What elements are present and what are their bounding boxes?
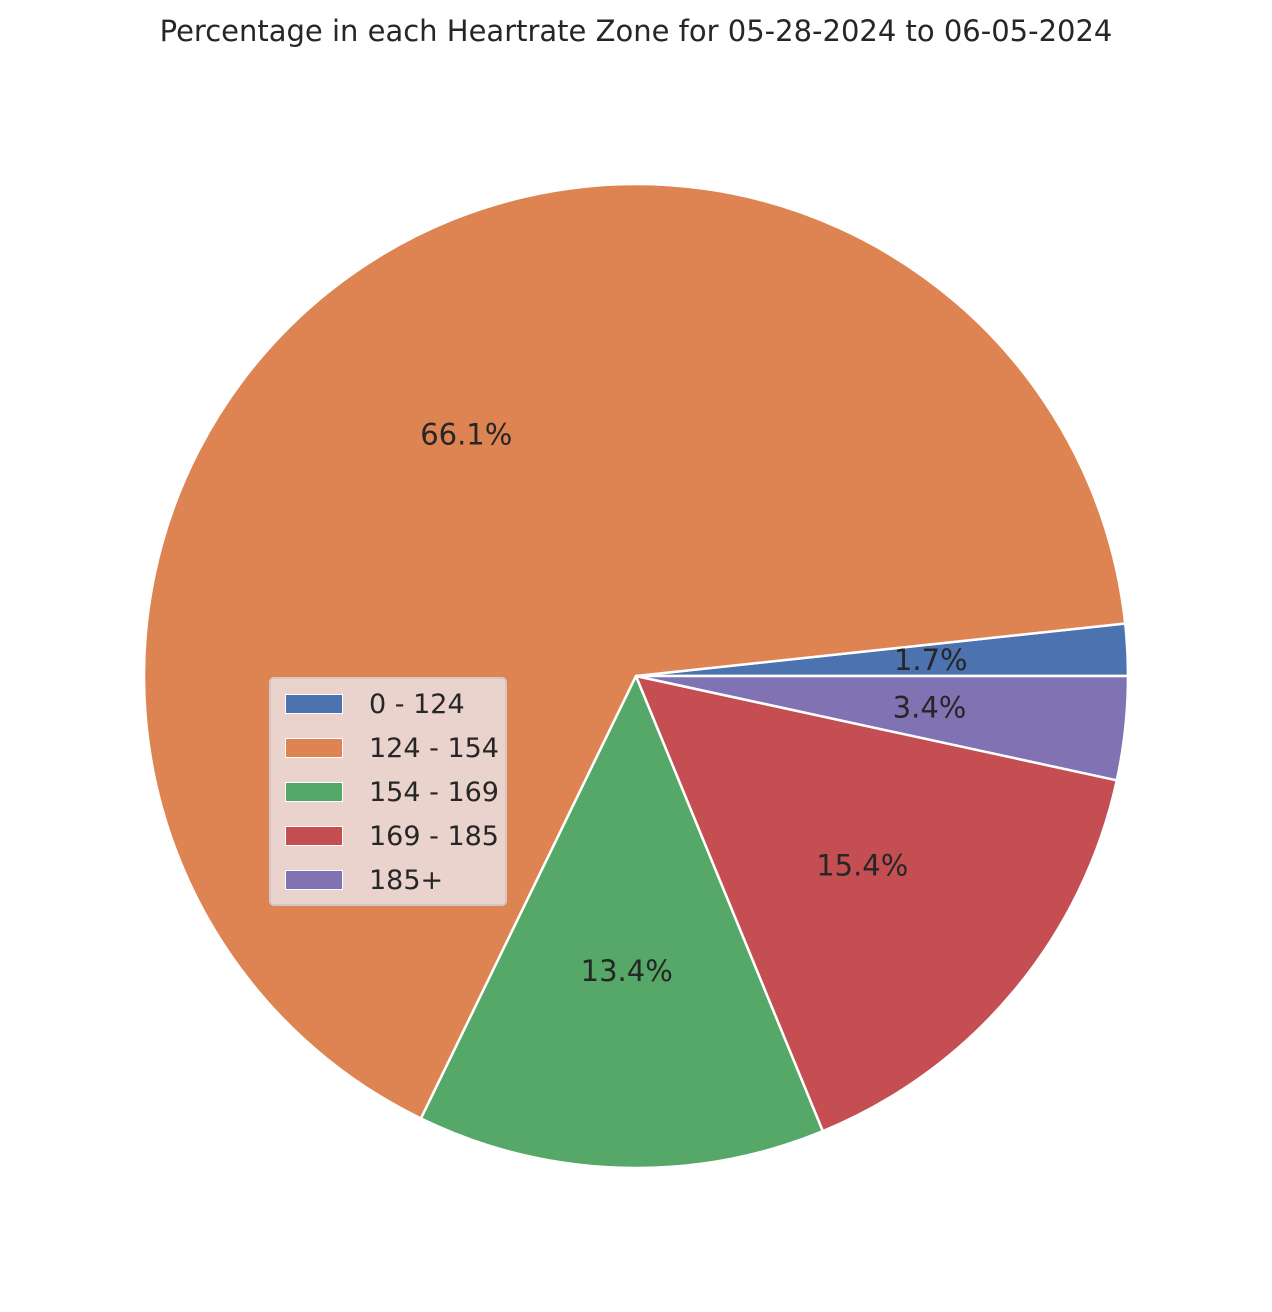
- legend-swatch: [285, 870, 343, 890]
- pie-labels: 1.7% 66.1% 13.4% 15.4% 3.4%: [420, 417, 967, 988]
- slice-percent-label: 13.4%: [581, 954, 673, 988]
- legend-swatch: [285, 694, 343, 714]
- slice-percent-label: 1.7%: [894, 643, 968, 677]
- legend-label: 169 - 185: [369, 820, 499, 852]
- pie-slice: [634, 674, 1119, 1133]
- legend-swatch: [285, 738, 343, 758]
- legend: 0 - 124 124 - 154 154 - 169 169 - 185 18…: [269, 677, 507, 906]
- legend-swatch: [285, 782, 343, 802]
- legend-item: 0 - 124: [285, 688, 465, 720]
- slice-percent-label: 15.4%: [816, 849, 908, 883]
- pie-slice: [419, 674, 825, 1170]
- legend-label: 185+: [369, 864, 444, 896]
- legend-label: 0 - 124: [369, 688, 465, 720]
- legend-label: 124 - 154: [369, 732, 499, 764]
- legend-swatch: [285, 826, 343, 846]
- legend-item: 154 - 169: [285, 776, 499, 808]
- legend-label: 154 - 169: [369, 776, 499, 808]
- slice-percent-label: 3.4%: [893, 690, 967, 724]
- legend-item: 185+: [285, 864, 444, 896]
- legend-item: 169 - 185: [285, 820, 499, 852]
- slice-percent-label: 66.1%: [420, 417, 512, 451]
- legend-item: 124 - 154: [285, 732, 499, 764]
- pie-slices: [142, 182, 1130, 1170]
- pie-slice: [634, 674, 1130, 782]
- chart-title: Percentage in each Heartrate Zone for 05…: [159, 14, 1113, 48]
